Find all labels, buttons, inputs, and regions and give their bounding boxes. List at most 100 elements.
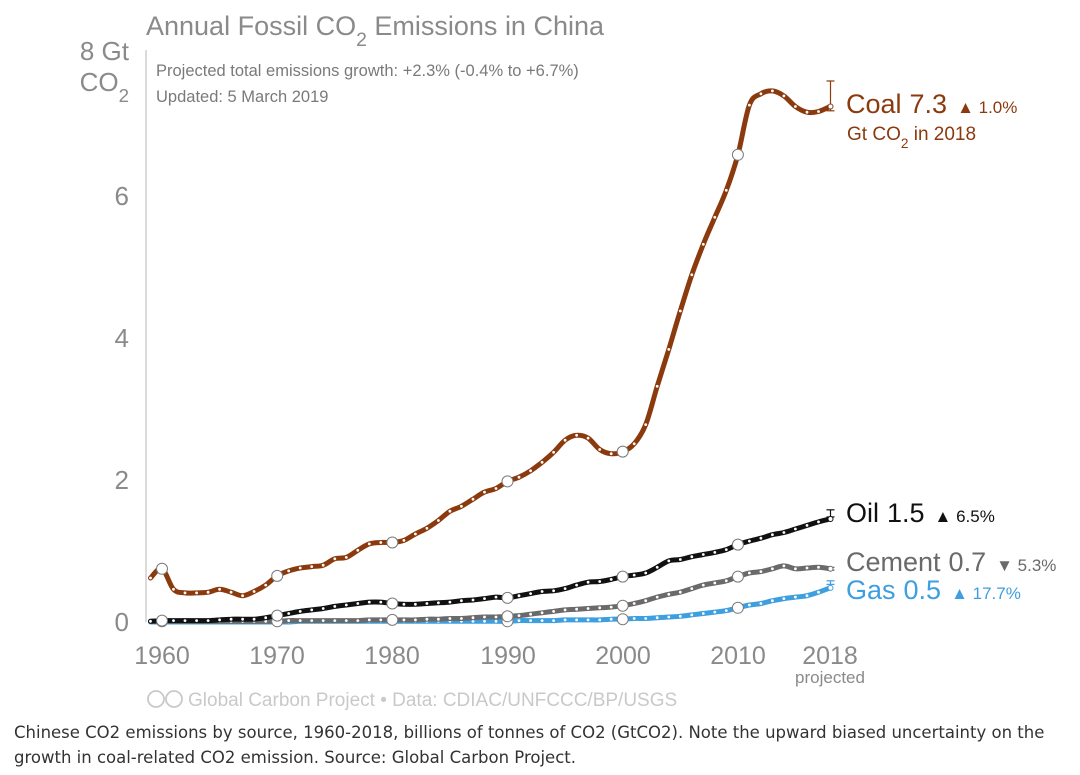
cement-data-point — [609, 605, 613, 609]
coal-data-point — [667, 348, 671, 351]
gas-data-point — [575, 618, 578, 622]
coal-data-point — [206, 590, 210, 594]
emissions-chart: Annual Fossil CO2 Emissions in China 8 G… — [80, 11, 1057, 711]
cement-data-point — [540, 611, 544, 615]
cement-data-point — [425, 617, 429, 621]
oil-data-point — [229, 617, 233, 621]
cement-data-point — [644, 599, 648, 603]
oil-data-point — [586, 580, 590, 584]
cement-decade-marker — [501, 610, 514, 623]
coal-data-point — [598, 448, 602, 451]
gas-decade-marker — [731, 601, 744, 614]
oil-data-point — [149, 619, 152, 623]
oil-data-point — [609, 578, 613, 581]
oil-series-line — [148, 516, 833, 624]
cement-data-point — [667, 592, 671, 596]
coal-data-point — [678, 309, 682, 313]
coal-data-point — [794, 105, 797, 108]
coal-data-point — [241, 594, 245, 598]
cement-data-point — [713, 581, 717, 585]
coal-data-point — [414, 532, 417, 536]
oil-data-point — [644, 571, 648, 575]
coal-data-point — [437, 519, 440, 522]
coal-data-point — [609, 452, 613, 456]
x-tick-label: 1970 — [249, 642, 305, 670]
coal-data-point — [379, 541, 383, 544]
oil-data-point — [206, 619, 210, 622]
coal-data-point — [402, 539, 406, 542]
gas-data-point — [552, 619, 555, 622]
coal-data-point — [748, 103, 751, 107]
oil-data-point — [333, 605, 337, 608]
coal-data-point — [183, 591, 187, 595]
oil-data-point — [817, 520, 820, 524]
cement-data-point — [771, 567, 774, 571]
gas-data-point — [598, 618, 602, 622]
coal-data-point — [517, 475, 521, 479]
coal-data-point — [563, 438, 567, 442]
credit: Global Carbon Project • Data: CDIAC/UNFC… — [147, 690, 677, 711]
y-ticks: 0 2 4 6 — [115, 181, 129, 637]
coal-data-point — [575, 433, 578, 437]
gas-data-point — [724, 609, 728, 612]
coal-data-point — [759, 92, 763, 96]
oil-data-point — [563, 587, 567, 590]
oil-projection-point — [827, 516, 834, 523]
legend: Coal 7.3 ▲ 1.0% Gt CO2 in 2018 Oil 1.5 ▲ 6.5… — [846, 89, 1056, 605]
x-tick-label: 1960 — [134, 642, 190, 670]
coal-data-point — [344, 556, 348, 559]
cement-data-point — [805, 566, 809, 570]
cement-data-point — [310, 619, 314, 622]
coal-decade-marker — [501, 475, 514, 488]
oil-data-point — [517, 594, 521, 598]
coal-decade-marker — [156, 562, 168, 575]
gas-data-point — [771, 599, 774, 603]
gas-data-point — [632, 617, 636, 620]
coal-data-point — [218, 587, 222, 591]
coal-data-point — [321, 563, 325, 567]
oil-data-point — [471, 598, 475, 602]
cement-data-point — [333, 619, 337, 622]
oil-decade-marker — [271, 609, 284, 622]
cement-data-point — [552, 610, 555, 613]
oil-data-point — [713, 551, 717, 554]
cement-projection-point — [827, 565, 834, 572]
coal-data-point — [333, 557, 337, 561]
oil-data-point — [218, 618, 222, 622]
coal-data-point — [529, 469, 532, 473]
coal-data-point — [298, 566, 302, 570]
y-axis-label-bottom: CO2 — [80, 67, 129, 106]
oil-data-point — [748, 539, 751, 543]
cement-decade-marker — [616, 599, 629, 612]
coal-series-line — [148, 88, 833, 599]
oil-data-point — [805, 524, 809, 527]
oil-decade-marker — [501, 591, 514, 604]
oil-decade-marker — [386, 597, 399, 610]
oil-data-point — [183, 619, 187, 622]
coal-data-point — [252, 590, 256, 593]
oil-data-point — [598, 580, 602, 583]
oil-data-point — [632, 573, 636, 577]
cement-data-point — [724, 579, 728, 583]
x-tick-label: 1980 — [364, 642, 420, 670]
oil-data-point — [287, 612, 291, 615]
oil-data-point — [529, 592, 532, 595]
credit-text: Global Carbon Project • Data: CDIAC/UNFC… — [188, 690, 677, 711]
oil-data-point — [460, 599, 463, 603]
gas-data-point — [494, 619, 498, 623]
cement-decade-marker — [386, 613, 399, 626]
coal-data-point — [724, 188, 728, 192]
legend-cement: Cement 0.7 ▼ 5.3% — [846, 547, 1056, 577]
y-tick-label: 0 — [115, 607, 129, 637]
coal-projection-point — [827, 103, 834, 110]
coal-data-point — [195, 591, 199, 595]
gas-data-point — [471, 619, 475, 623]
gas-data-point — [748, 603, 751, 607]
cement-decade-marker — [731, 570, 744, 583]
cement-data-point — [414, 618, 417, 622]
x-tick-label: 1990 — [480, 642, 536, 670]
coal-data-point — [586, 436, 590, 440]
coal-decade-marker — [616, 445, 629, 458]
oil-data-point — [552, 589, 555, 593]
oil-data-point — [701, 553, 705, 556]
